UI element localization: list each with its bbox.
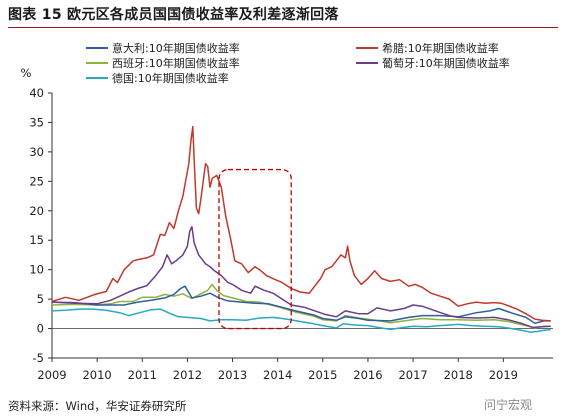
series-line-4 bbox=[51, 308, 551, 333]
y-tick-label: 10 bbox=[29, 263, 44, 277]
y-tick-label: 20 bbox=[29, 204, 44, 218]
legend-label-1: 希腊:10年期国债收益率 bbox=[382, 41, 499, 55]
legend-label-4: 德国:10年期国债收益率 bbox=[112, 71, 229, 85]
highlight-box bbox=[218, 168, 292, 330]
legend-label-3: 葡萄牙:10年期国债收益率 bbox=[382, 56, 510, 70]
annotation-layer bbox=[218, 168, 292, 330]
x-tick-label: 2012 bbox=[173, 368, 202, 382]
x-tick-label: 2017 bbox=[398, 368, 427, 382]
axes: -5 0 5 10 15 20 25 30 35 40% 2009 2010 2011 2012 2013 2… bbox=[21, 66, 553, 382]
x-tick-label: 2016 bbox=[353, 368, 382, 382]
series-line-3 bbox=[51, 225, 551, 329]
x-tick-label: 2013 bbox=[218, 368, 247, 382]
series-line-1 bbox=[51, 125, 551, 322]
legend-label-2: 西班牙:10年期国债收益率 bbox=[112, 56, 240, 70]
y-tick-label: 40 bbox=[29, 86, 44, 100]
title-divider bbox=[8, 27, 558, 28]
y-tick-label: 25 bbox=[29, 174, 44, 188]
chart-title: 图表 15 欧元区各成员国国债收益率及利差逐渐回落 bbox=[8, 7, 339, 23]
x-tick-label: 2019 bbox=[489, 368, 518, 382]
y-axis-unit: % bbox=[21, 66, 32, 80]
series-line-0 bbox=[51, 285, 551, 325]
x-tick-label: 2009 bbox=[37, 368, 66, 382]
x-tick-label: 2018 bbox=[444, 368, 473, 382]
y-tick-label: 0 bbox=[37, 322, 44, 336]
x-tick-label: 2011 bbox=[128, 368, 157, 382]
y-tick-label: 15 bbox=[29, 233, 44, 247]
y-tick-label: 30 bbox=[29, 145, 44, 159]
watermark: 问宁宏观 bbox=[484, 398, 533, 412]
series-layer bbox=[51, 125, 551, 333]
y-tick-label: 5 bbox=[37, 292, 44, 306]
x-tick-label: 2010 bbox=[82, 368, 111, 382]
x-tick-label: 2014 bbox=[263, 368, 292, 382]
x-tick-label: 2015 bbox=[308, 368, 337, 382]
y-tick-label: -5 bbox=[33, 351, 44, 365]
source-note: 资料来源：Wind，华安证券研究所 bbox=[8, 399, 187, 413]
y-tick-label: 35 bbox=[29, 115, 44, 129]
legend-label-0: 意大利:10年期国债收益率 bbox=[112, 41, 240, 55]
